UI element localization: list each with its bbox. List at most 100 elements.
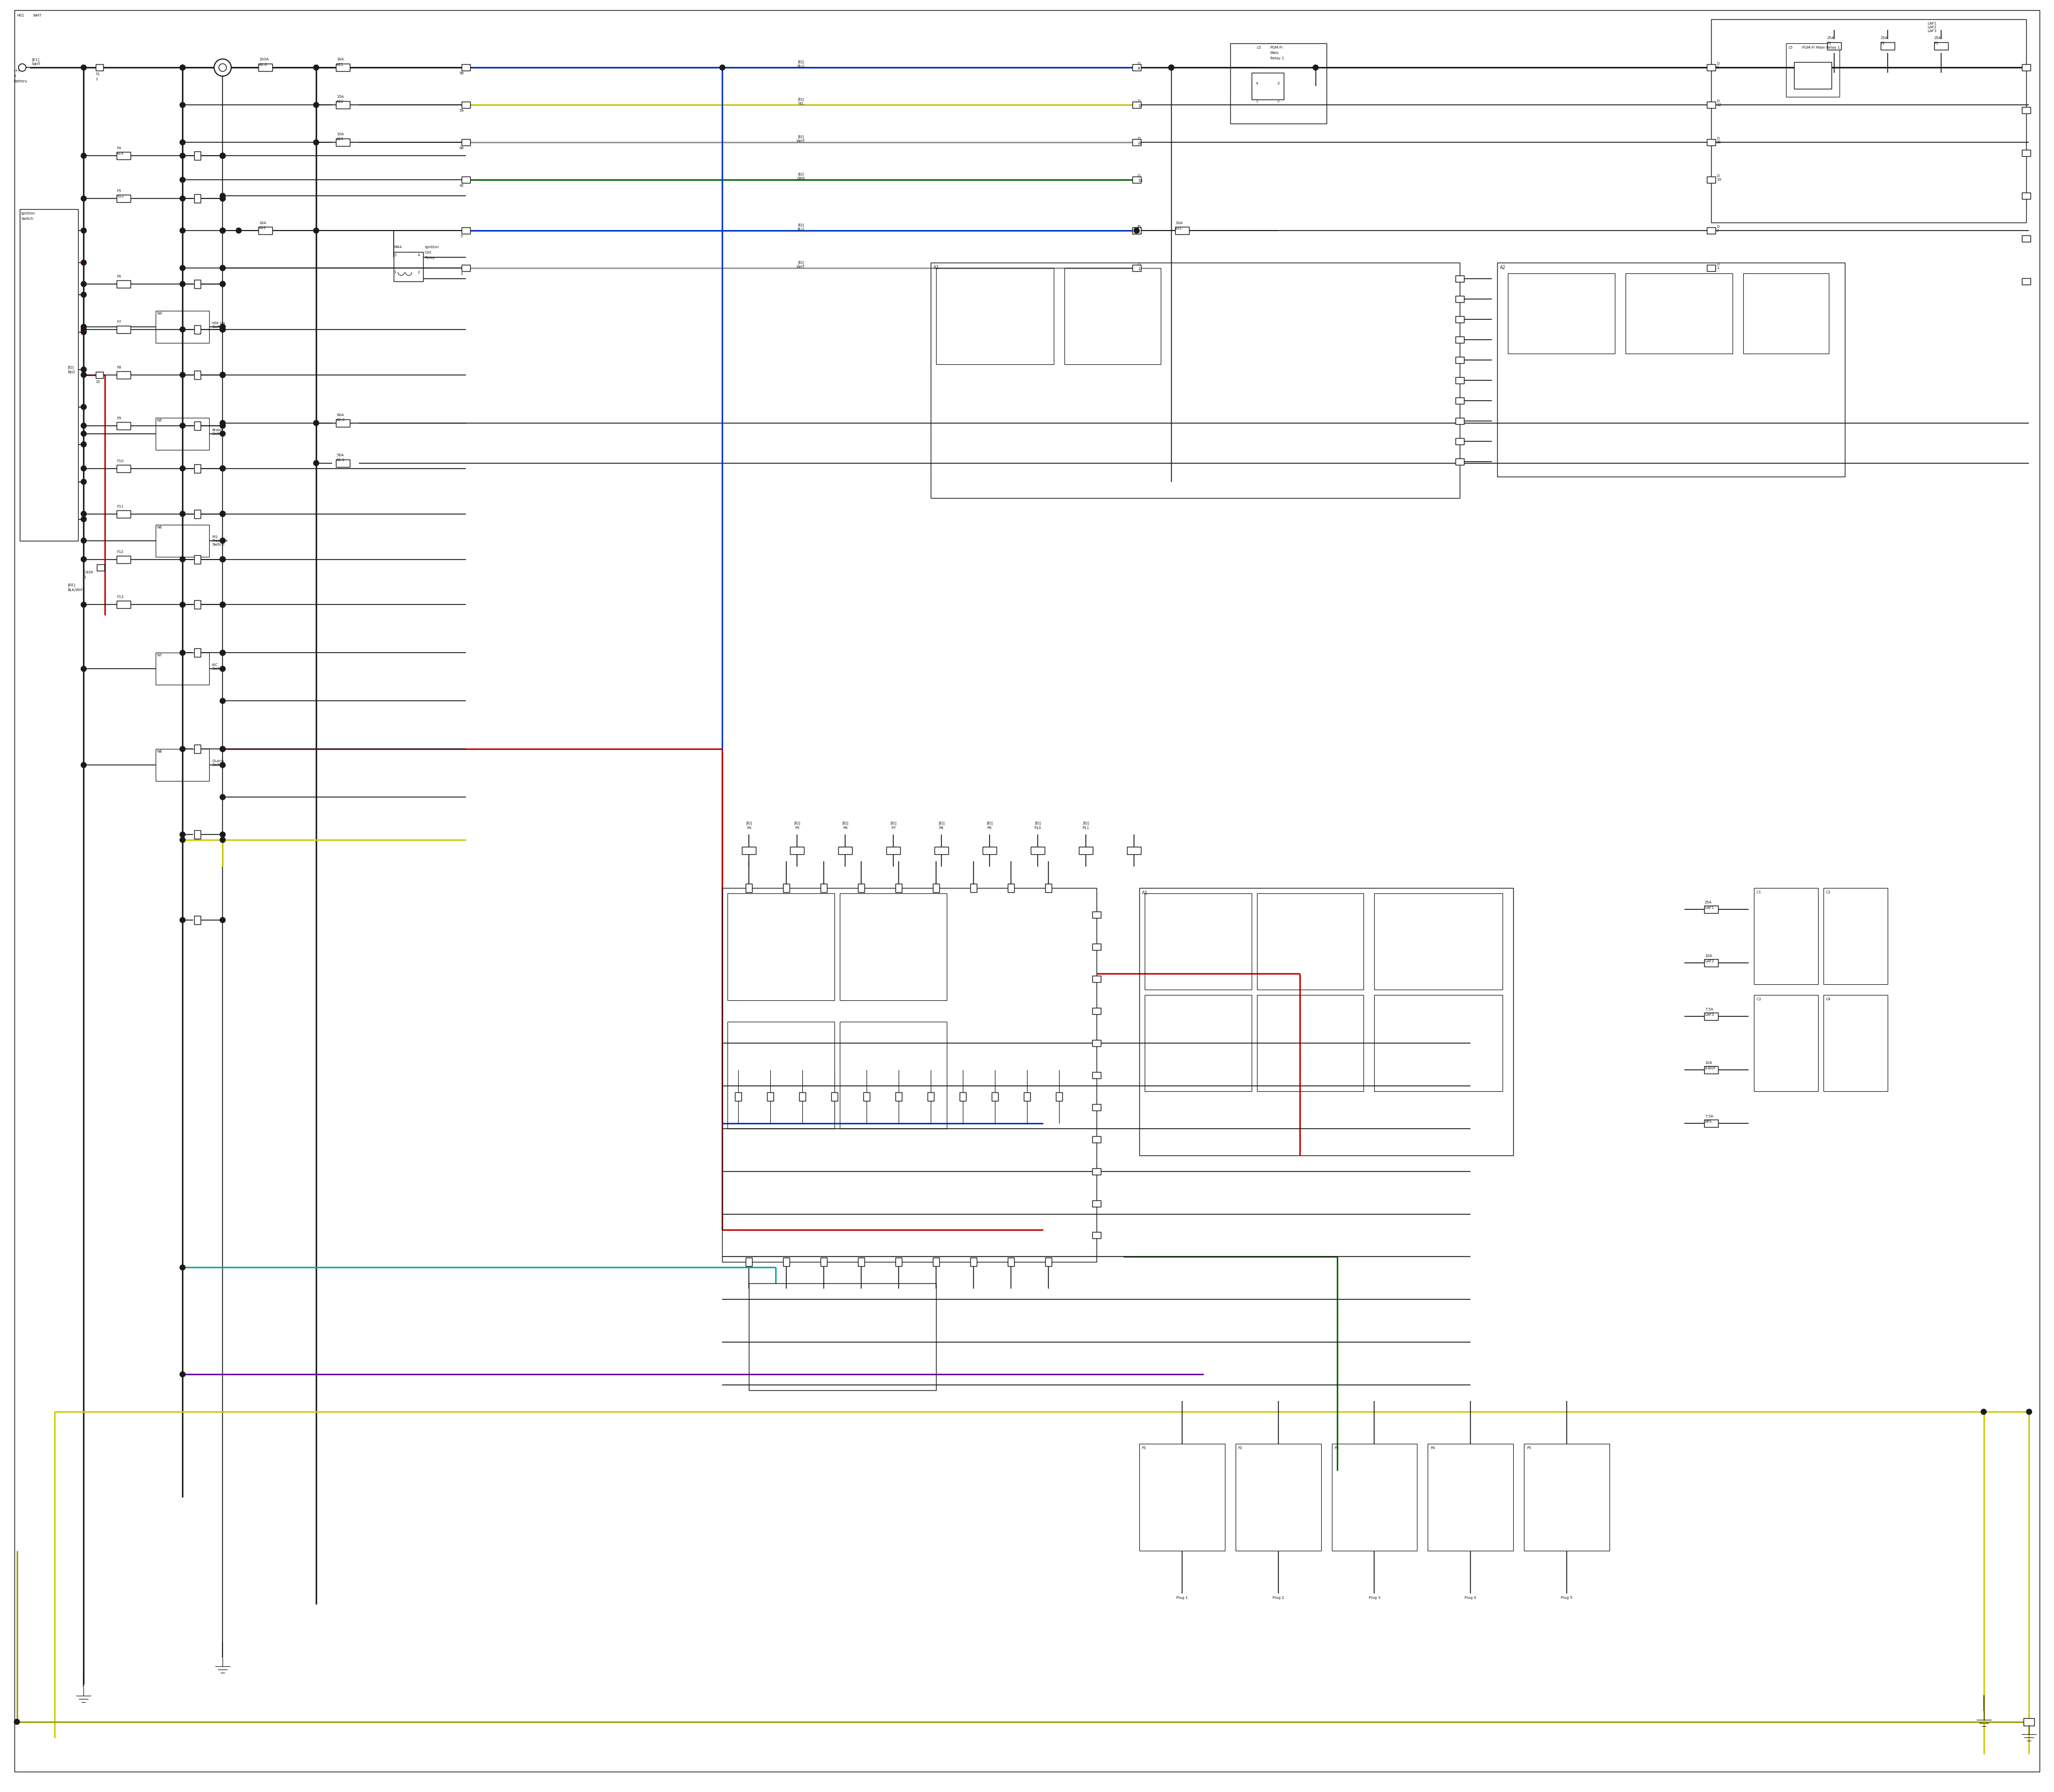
Bar	[969, 1258, 978, 1267]
Bar	[462, 140, 470, 145]
Bar	[1093, 1072, 1101, 1079]
Text: D
28: D 28	[1717, 136, 1721, 143]
Bar	[462, 65, 470, 70]
Text: N5: N5	[156, 419, 162, 421]
Circle shape	[1313, 65, 1319, 70]
Text: A16: A16	[259, 226, 267, 229]
Bar	[935, 848, 949, 855]
Bar	[195, 745, 201, 753]
Bar	[337, 100, 349, 109]
Bar	[259, 228, 273, 235]
Bar	[117, 511, 131, 518]
Text: [EJ]: [EJ]	[795, 821, 801, 824]
Text: 1: 1	[84, 575, 86, 579]
Text: P11: P11	[1082, 826, 1089, 830]
Bar	[840, 894, 947, 1000]
Text: Switch: Switch	[21, 217, 33, 220]
Circle shape	[314, 65, 318, 70]
Bar	[195, 556, 201, 563]
Text: F5: F5	[117, 190, 121, 192]
Text: P6: P6	[842, 826, 848, 830]
Text: Relay: Relay	[425, 256, 435, 260]
Circle shape	[80, 324, 86, 330]
Bar	[735, 1091, 741, 1100]
Bar	[1785, 43, 1840, 97]
Circle shape	[220, 265, 226, 271]
Circle shape	[181, 602, 185, 607]
Text: Ignition: Ignition	[425, 246, 440, 249]
Circle shape	[220, 466, 226, 471]
Text: [EJ]: [EJ]	[68, 366, 74, 369]
Circle shape	[220, 511, 226, 516]
Bar	[117, 464, 131, 471]
Bar	[1132, 228, 1140, 233]
Bar	[727, 894, 834, 1000]
Text: LAF1
LAF2
LAF3: LAF1 LAF2 LAF3	[1927, 22, 1937, 32]
Bar	[1093, 1039, 1101, 1047]
Text: [EJ]: [EJ]	[797, 134, 803, 138]
Text: Plug 2: Plug 2	[1271, 1597, 1284, 1600]
Circle shape	[181, 152, 185, 158]
Text: Main: Main	[1269, 52, 1280, 56]
Circle shape	[220, 281, 226, 287]
Circle shape	[220, 557, 226, 563]
Bar	[933, 1258, 939, 1267]
Bar	[1056, 1091, 1062, 1100]
Text: P1: P1	[1142, 1446, 1146, 1450]
Circle shape	[80, 152, 86, 158]
Text: N4: N4	[156, 312, 162, 315]
Text: Brake
Switch: Brake Switch	[212, 428, 224, 435]
Text: C406: C406	[84, 570, 92, 573]
Text: F2: F2	[1881, 41, 1886, 45]
Bar	[1078, 848, 1093, 855]
Circle shape	[181, 650, 185, 656]
Bar	[1881, 43, 1894, 50]
Text: 12: 12	[1138, 104, 1142, 108]
Circle shape	[220, 152, 226, 158]
Circle shape	[220, 745, 226, 751]
Text: P7: P7	[891, 826, 896, 830]
Text: N6: N6	[156, 525, 162, 529]
Text: B31: B31	[1175, 228, 1183, 229]
Circle shape	[18, 65, 27, 72]
Bar	[768, 1091, 774, 1100]
Bar	[2021, 108, 2031, 113]
Text: Plug 1: Plug 1	[1177, 1597, 1187, 1600]
Circle shape	[80, 511, 86, 516]
Circle shape	[80, 762, 86, 767]
Circle shape	[220, 432, 226, 435]
Circle shape	[181, 265, 185, 271]
Circle shape	[80, 423, 86, 428]
Bar	[832, 1091, 838, 1100]
Text: 1: 1	[394, 271, 396, 274]
Bar	[838, 848, 852, 855]
Bar	[1132, 228, 1140, 233]
Text: PGM-FI: PGM-FI	[1269, 47, 1284, 50]
Text: LAF1: LAF1	[1705, 907, 1713, 909]
Circle shape	[220, 228, 226, 233]
Text: E-BGF: E-BGF	[1705, 1066, 1715, 1070]
Circle shape	[14, 1719, 21, 1724]
Circle shape	[2027, 1409, 2031, 1414]
Circle shape	[220, 602, 226, 607]
Text: L5: L5	[1789, 47, 1793, 50]
Bar	[1064, 269, 1161, 364]
Bar	[117, 421, 131, 430]
Text: F10: F10	[117, 459, 123, 462]
Text: 8: 8	[1138, 66, 1140, 70]
Bar	[1824, 995, 1888, 1091]
Bar	[896, 1091, 902, 1100]
Text: C3: C3	[1756, 998, 1762, 1000]
Text: WHT: WHT	[33, 14, 41, 18]
Text: [EJ]: [EJ]	[1082, 821, 1089, 824]
Circle shape	[1980, 1409, 1986, 1414]
Circle shape	[220, 281, 226, 287]
Text: 1: 1	[1255, 100, 1257, 102]
Text: [EJ]: [EJ]	[986, 821, 992, 824]
Text: F1: F1	[1828, 41, 1832, 45]
Circle shape	[220, 557, 226, 563]
Circle shape	[80, 330, 86, 335]
Text: YEL: YEL	[797, 102, 805, 106]
Bar	[117, 371, 131, 378]
Text: 15A: 15A	[337, 95, 343, 99]
